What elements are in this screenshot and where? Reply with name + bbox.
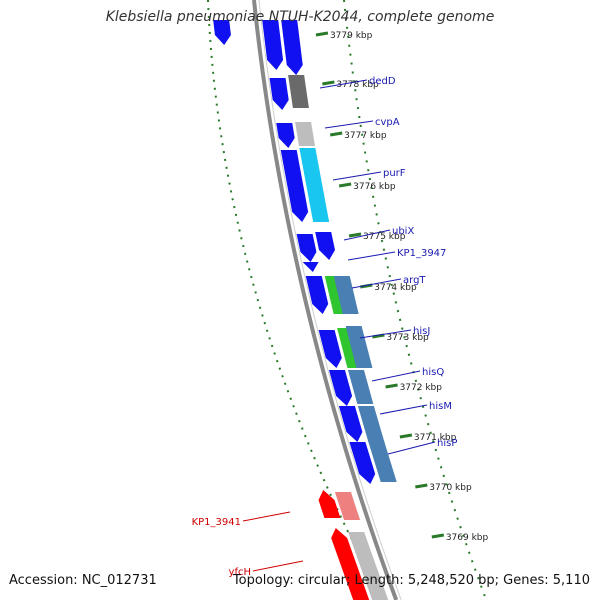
- feature-block: [348, 532, 389, 600]
- ruler-tick: [360, 283, 373, 289]
- gene-label: ubiX: [392, 226, 414, 237]
- feature-block: [328, 370, 353, 406]
- feature-block: [280, 150, 309, 222]
- gene-leader-line: [379, 404, 428, 415]
- backbone-line: [252, 0, 399, 600]
- gene-leader-line: [319, 79, 368, 89]
- ruler-label: 3778 kbp: [336, 80, 379, 90]
- gene-leader-line: [371, 370, 421, 382]
- gene-label: hisP: [437, 438, 457, 449]
- feature-block: [269, 78, 289, 110]
- backbone: [252, 0, 402, 600]
- ruler-ring: [343, 0, 488, 600]
- feature-block: [305, 276, 329, 314]
- feature-block: [276, 123, 295, 148]
- gene-label: KP1_3947: [397, 248, 446, 259]
- gene-leader-line: [252, 560, 304, 572]
- outer-ring-dots: [207, 0, 385, 600]
- ruler-label: 3774 kbp: [374, 283, 417, 293]
- ruler-ticks: [315, 31, 445, 539]
- feature-block: [338, 406, 363, 442]
- accession-text: Accession: NC_012731: [9, 573, 157, 588]
- feature-block: [302, 262, 319, 272]
- feature-block: [357, 406, 385, 442]
- ruler-label: 3771 kbp: [414, 433, 457, 443]
- gene-labels: dedD cvpA purF ubiX KP1_3947 argT hisJ hisQ hisM…: [192, 76, 458, 578]
- gene-leader-line: [332, 171, 382, 181]
- outer-dotted-ring: [207, 0, 385, 600]
- gene-label: hisJ: [413, 326, 430, 337]
- backbone-edge: [258, 0, 402, 600]
- ruler-tick: [322, 80, 335, 86]
- feature-block: [296, 234, 317, 262]
- ruler-label: 3770 kbp: [429, 483, 472, 493]
- ruler-tick: [415, 483, 428, 489]
- ruler-tick: [348, 232, 362, 238]
- gene-leader-line: [359, 329, 412, 339]
- ruler-label: 3773 kbp: [386, 333, 429, 343]
- feature-block: [333, 276, 359, 314]
- gene-label: hisM: [429, 401, 452, 412]
- ruler-label: 3769 kbp: [446, 533, 489, 543]
- feature-block: [331, 528, 370, 600]
- feature-block: [367, 440, 397, 482]
- ruler-label: 3779 kbp: [330, 31, 373, 41]
- ruler-label: 3772 kbp: [400, 383, 443, 393]
- feature-block: [334, 492, 361, 520]
- ruler-label: 3776 kbp: [353, 182, 396, 192]
- feature-block: [262, 20, 284, 70]
- gene-label: dedD: [369, 76, 396, 87]
- gene-leader-line: [324, 120, 374, 129]
- feature-block: [349, 442, 376, 484]
- map-title: Klebsiella pneumoniae NTUH-K2044, comple…: [105, 9, 495, 25]
- gene-label-leaders: [242, 79, 436, 572]
- ruler-ring-dots: [343, 0, 488, 600]
- gene-label: yfcH: [229, 567, 251, 578]
- ruler-tick: [338, 182, 352, 188]
- feature-block: [318, 490, 341, 518]
- ruler-label: 3775 kbp: [363, 232, 406, 242]
- gene-leader-line: [351, 278, 402, 289]
- feature-block: [295, 122, 316, 146]
- gene-leader-line: [347, 251, 396, 261]
- gene-label: hisQ: [422, 367, 444, 378]
- gene-leader-line: [387, 441, 436, 455]
- feature-block: [288, 75, 309, 108]
- ruler-tick: [399, 433, 413, 439]
- gene-label: argT: [403, 275, 426, 286]
- ruler-tick: [431, 533, 445, 539]
- gene-label: purF: [383, 168, 406, 179]
- gene-leader-line: [242, 511, 291, 522]
- ruler-tick: [385, 383, 398, 389]
- gene-label: KP1_3941: [192, 517, 241, 528]
- feature-block: [281, 20, 303, 75]
- feature-block: [299, 148, 330, 222]
- ruler-label: 3777 kbp: [344, 131, 387, 141]
- genome-summary-text: Topology: circular; Length: 5,248,520 bp…: [232, 573, 590, 588]
- ruler-tick: [372, 333, 385, 339]
- feature-block: [315, 232, 335, 260]
- feature-block: [318, 330, 342, 368]
- ruler-labels: 3779 kbp 3778 kbp 3777 kbp 3776 kbp 3775 kbp…: [330, 31, 489, 543]
- ruler-tick: [329, 131, 343, 137]
- feature-block: [213, 20, 231, 45]
- feature-block: [347, 370, 374, 404]
- gene-label: cvpA: [375, 117, 400, 128]
- ruler-tick: [315, 31, 329, 37]
- gene-leader-line: [343, 229, 391, 241]
- features: [213, 20, 397, 600]
- feature-block: [345, 326, 373, 368]
